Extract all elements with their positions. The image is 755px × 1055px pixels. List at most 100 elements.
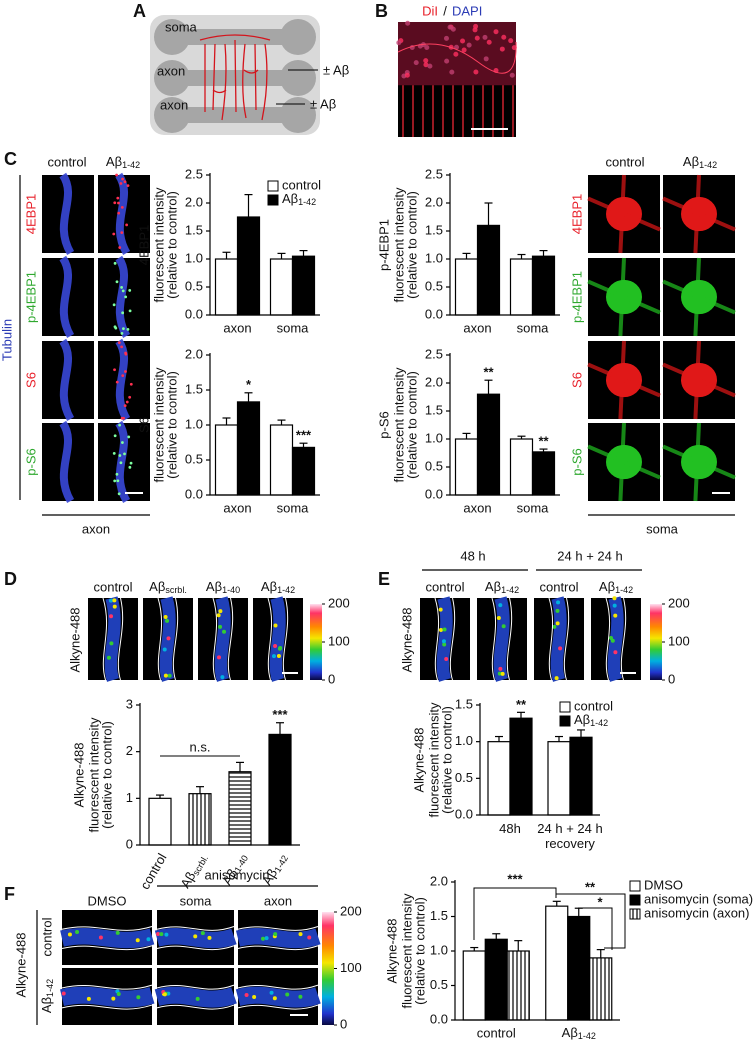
error-bar [517,711,525,719]
outline [237,1004,319,1010]
micrograph [662,340,736,420]
column-label: Aβ1-42 [599,579,633,595]
error-bar [539,250,548,257]
y-tick-label: 3 [126,696,133,711]
row-label: p-S6 [569,448,584,475]
hotspot [613,613,618,618]
y-tick-label: 1.0 [185,416,203,431]
column-label: Aβscrbl. [149,579,187,595]
y-axis-label: (relative to control) [164,191,179,299]
x-tick-label: soma [277,320,310,335]
puncta [118,423,122,427]
hotspot [271,654,276,659]
y-axis-label: fluorescent intensity [151,187,166,302]
hotspot [220,675,225,680]
hotspot [298,932,303,937]
puncta [112,451,116,455]
nucleus [423,62,429,68]
puncta [115,173,118,177]
panel-label: B [375,1,388,21]
signal [235,927,321,949]
nucleus [444,58,450,64]
micrograph [42,255,94,339]
y-axis-label: p-4EBP1 [376,219,391,271]
puncta [114,326,118,330]
colorbar [650,604,662,680]
micrograph [198,596,248,682]
column-label: Aβ1-42 [683,154,717,170]
axon-stain [115,255,131,339]
neurite-stain [662,257,736,337]
puncta [126,327,130,331]
y-tick-label: 1.5 [425,222,443,237]
puncta [113,368,116,372]
outline [61,984,153,990]
bar [236,216,261,316]
annotation: * [597,894,603,909]
puncta [121,311,125,315]
outline [61,945,153,951]
outline [157,597,163,681]
significance-label: *** [272,707,288,722]
outline [61,1004,153,1010]
y-axis-label: fluorescent intensity [391,367,406,482]
bar [484,938,508,1021]
hotspot [195,996,200,1001]
y-tick-label: 2.5 [185,166,203,181]
signal [159,596,176,682]
row-label: p-S6 [23,448,38,475]
colorbar-tick-label: 0 [328,671,335,686]
y-tick-label: 0.5 [430,977,448,992]
outline [227,597,234,681]
bar [509,717,533,816]
axis [449,173,560,316]
y-tick-label: 2.0 [425,194,443,209]
hotspot [136,995,141,1000]
error-bar [555,735,563,742]
puncta [120,332,124,335]
row-label: S6 [23,372,38,388]
hotspot [285,992,290,997]
hotspot [217,655,222,660]
error-bar [484,202,493,226]
hotspot [438,627,443,632]
y-tick-label: 1.5 [455,696,473,711]
neurite-stain [587,422,661,502]
hotspot [500,671,505,676]
panel-label: C [4,149,17,169]
signal [607,596,624,682]
micrograph [235,968,321,1025]
x-tick-label-box: 24 h + 24 h recovery [537,821,602,851]
column-label: control [605,154,644,169]
error-bar [552,900,561,907]
colorbar-tick-label: 100 [328,633,350,648]
outline [156,1004,235,1010]
y-tick-label: 0.0 [425,486,443,501]
hotspot [276,654,281,659]
hotspot [162,992,167,997]
bar [476,224,501,316]
error-bar [222,251,231,259]
neurite-stain [587,174,661,254]
counterstain-label: Tubulin [0,319,14,361]
micrograph [587,174,661,254]
hotspot [109,641,114,646]
puncta [112,232,116,236]
signal [60,927,155,949]
y-axis-label: Alkyne-488 [411,727,426,792]
colorbar [322,912,334,1025]
puncta [117,211,121,215]
y-tick-label: 1.5 [430,908,448,923]
hotspot [556,600,561,605]
column-label: Aβ1-42 [485,579,519,595]
y-tick-label: 1.5 [185,381,203,396]
micrograph [396,20,517,137]
y-axis-label: 4EBP1 [136,225,151,265]
micrograph [154,968,237,1025]
error-bar [596,949,605,958]
bar [188,793,212,846]
micrograph [587,340,661,420]
puncta [128,465,132,469]
error-bar [574,907,583,917]
y-tick-label: 0 [126,836,133,851]
